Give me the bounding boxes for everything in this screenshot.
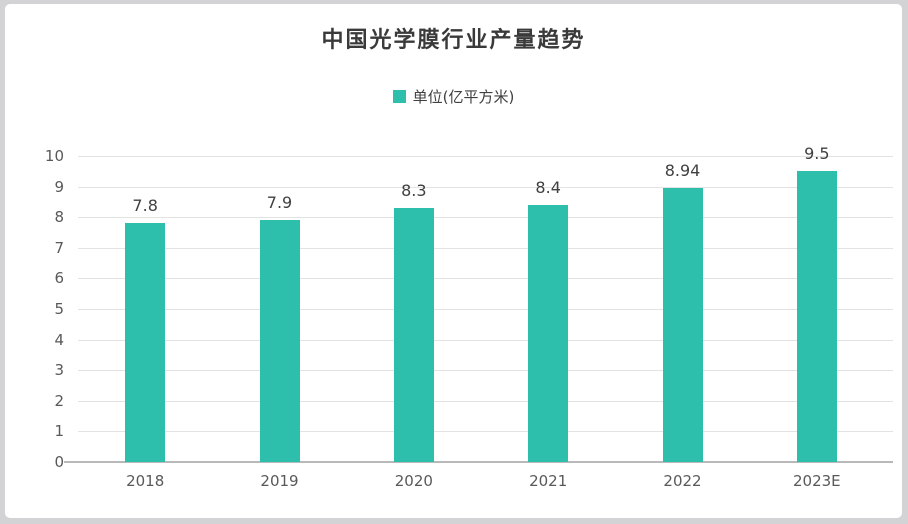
- gridline: [78, 339, 893, 341]
- y-axis-tick-label: 3: [54, 361, 64, 380]
- x-axis-tick-label: 2021: [529, 472, 568, 490]
- y-axis-tick-label: 4: [54, 330, 64, 349]
- y-axis-tick-label: 10: [44, 147, 64, 165]
- gridline: [78, 186, 893, 188]
- legend-label: 单位(亿平方米): [412, 88, 515, 106]
- y-axis-tick-label: 7: [54, 238, 64, 257]
- gridline: [78, 247, 893, 249]
- chart-legend: 单位(亿平方米): [5, 86, 902, 107]
- bar-2018: [125, 223, 166, 462]
- y-axis-tick-label: 9: [54, 177, 64, 196]
- bar-value-label: 8.3: [401, 181, 427, 201]
- gridline: [78, 370, 893, 372]
- bar-2019: [259, 220, 300, 462]
- chart-plot-area: 0 1 2 3 4 5 6 7 8 9 10 7.8 2018 7.9 2019 8.3 2020 8.4 2021…: [45, 144, 893, 490]
- bar-2022: [662, 188, 703, 462]
- chart-title: 中国光学膜行业产量趋势: [321, 28, 586, 53]
- gridline: [78, 156, 893, 157]
- y-axis-tick-label: 8: [54, 208, 64, 227]
- x-axis-tick-label: 2022: [663, 472, 702, 490]
- gridline: [78, 400, 893, 402]
- gridline: [78, 278, 893, 280]
- y-axis-tick-label: 5: [54, 300, 64, 318]
- y-axis-tick-label: 1: [54, 422, 64, 441]
- bar-2020: [393, 208, 434, 462]
- bar-value-label: 7.9: [266, 193, 293, 213]
- bar-2021: [528, 204, 569, 462]
- bar-value-label: 9.5: [804, 144, 830, 164]
- x-axis-tick-label: 2018: [126, 472, 165, 490]
- x-axis-tick-label: 2023E: [793, 472, 841, 490]
- legend-swatch-icon: [392, 90, 406, 103]
- x-axis-line: [64, 461, 893, 463]
- bar-value-label: 7.8: [132, 196, 158, 216]
- bar-2023E: [796, 171, 837, 462]
- y-axis-tick-label: 0: [54, 453, 64, 471]
- bar-value-label: 8.4: [535, 177, 561, 197]
- y-axis-tick-label: 6: [54, 269, 64, 288]
- x-axis-tick-label: 2020: [394, 472, 433, 490]
- chart-card: 中国光学膜行业产量趋势 单位(亿平方米) 0 1 2 3 4 5 6 7 8 9 10 7.8 2018…: [5, 4, 902, 518]
- gridline: [78, 431, 893, 433]
- x-axis-tick-label: 2019: [260, 472, 299, 490]
- bar-value-label: 8.94: [664, 161, 701, 181]
- y-axis-tick-label: 2: [54, 391, 64, 410]
- gridline: [78, 309, 893, 310]
- gridline: [78, 217, 893, 219]
